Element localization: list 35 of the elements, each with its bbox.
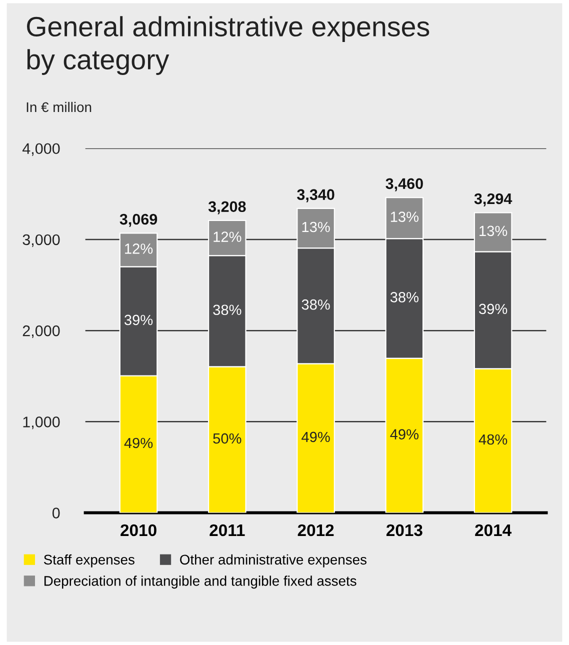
y-tick-label: 0	[52, 508, 60, 518]
annotation: 38%	[213, 304, 242, 316]
annotation: 49%	[390, 429, 419, 440]
annotation: 49%	[124, 438, 153, 448]
x-tick-label: 2013	[386, 524, 422, 536]
legend-label: Staff expenses	[44, 554, 134, 568]
annotation: 12%	[125, 244, 153, 254]
total-label: 3,069	[120, 214, 158, 227]
annotation: 12%	[214, 232, 242, 242]
annotation: 50%	[213, 433, 242, 444]
total-label: 3,294	[474, 193, 512, 206]
annotation: 13%	[390, 212, 419, 222]
annotation: 49%	[302, 432, 330, 442]
x-tick-label: 2014	[475, 524, 512, 536]
y-tick-label: 1,000	[23, 416, 60, 430]
x-tick-label: 2010	[120, 524, 156, 536]
x-tick-label: 2011	[210, 524, 245, 536]
annotation: 38%	[302, 299, 330, 310]
legend-label: Depreciation of intangible and tangible fixed assets	[44, 576, 356, 589]
annotation: 13%	[302, 222, 330, 232]
annotation: 48%	[478, 434, 508, 445]
legend-label: Other administrative expenses	[180, 554, 366, 568]
annotation: 39%	[479, 304, 508, 314]
annotation: 13%	[480, 226, 508, 236]
y-tick-label: 2,000	[22, 325, 60, 338]
total-label: 3,460	[386, 178, 423, 192]
total-label: 3,340	[297, 189, 334, 202]
y-tick-label: 3,000	[22, 234, 60, 247]
x-tick-label: 2012	[298, 524, 334, 536]
total-label: 3,208	[208, 201, 246, 214]
chart-title: General administrative expenses by category	[27, 16, 430, 75]
annotation: 38%	[390, 292, 419, 302]
y-tick-label: 4,000	[22, 143, 60, 156]
annotation: 39%	[124, 314, 153, 326]
chart-subtitle: In € million	[26, 102, 92, 112]
